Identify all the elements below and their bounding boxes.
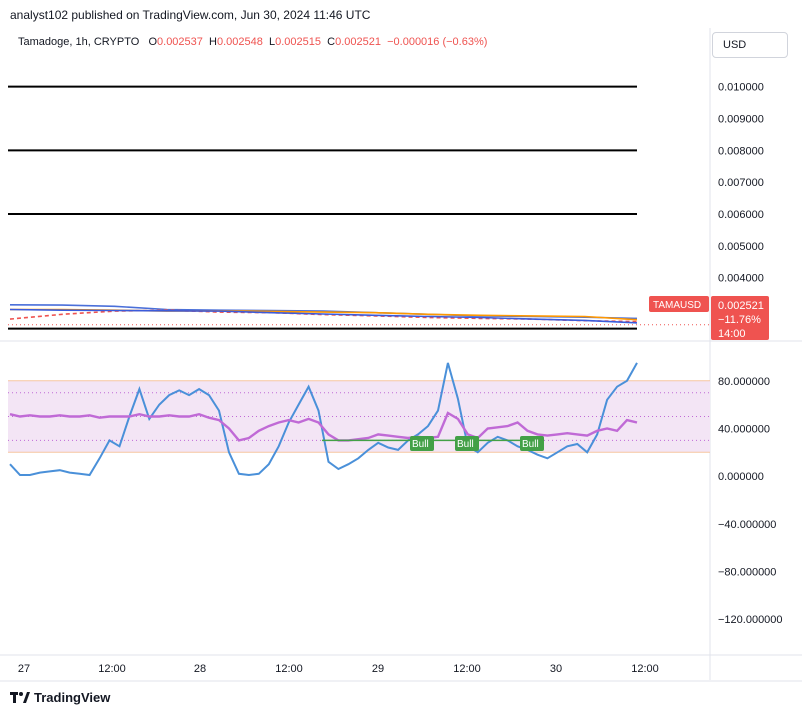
high-label: H	[209, 36, 217, 48]
time-tick-label: 27	[18, 663, 30, 675]
bull-badge-label: Bull	[457, 439, 474, 450]
price-series-line	[9, 308, 638, 324]
symbol-name: Tamadoge, 1h, CRYPTO	[18, 36, 140, 48]
price-tick-label: 0.009000	[718, 113, 764, 125]
bull-badge-label: Bull	[522, 439, 539, 450]
close-value: 0.002521	[335, 36, 381, 48]
high-value: 0.002548	[216, 36, 263, 48]
oscillator-series-line	[9, 411, 638, 442]
price-tick-label: 0.007000	[718, 177, 764, 189]
low-label: L	[269, 36, 276, 48]
time-tick-label: 28	[194, 663, 206, 675]
open-label: O	[148, 36, 158, 48]
price-tick-label: 0.004000	[718, 273, 764, 285]
time-tick-label: 12:00	[275, 663, 303, 675]
price-tick-label: 0.008000	[718, 145, 764, 157]
oscillator-tick-label: 0.000000	[718, 471, 764, 483]
tradingview-footer: TradingView	[10, 690, 110, 705]
oscillator-tick-label: 40.000000	[718, 423, 770, 435]
oscillator-series-line	[9, 362, 638, 477]
publisher-line: analyst102 published on TradingView.com,…	[10, 8, 371, 22]
close-label: C	[327, 36, 336, 48]
tradingview-logo-icon	[10, 691, 30, 704]
time-tick-label: 29	[372, 663, 384, 675]
symbol-tag-bg	[649, 296, 709, 312]
change-value: −0.000016 (−0.63%)	[387, 36, 488, 48]
price-tag-bg	[711, 296, 769, 340]
oscillator-tick-label: 80.000000	[718, 376, 770, 388]
bull-badge-bg	[410, 436, 434, 451]
price-tick-label: 0.006000	[718, 209, 764, 221]
price-tag-value: 0.002521	[718, 300, 764, 312]
low-value: 0.002515	[275, 36, 322, 48]
oscillator-tick-label: −80.000000	[718, 567, 776, 579]
oscillator-tick-label: −120.000000	[718, 614, 783, 626]
time-tick-label: 30	[550, 663, 562, 675]
tradingview-brand: TradingView	[34, 690, 111, 705]
time-tick-label: 12:00	[453, 663, 481, 675]
time-tick-label: 12:00	[98, 663, 126, 675]
bull-badge-bg	[455, 436, 479, 451]
oscillator-tick-label: −40.000000	[718, 519, 776, 531]
time-tick-label: 12:00	[631, 663, 659, 675]
bull-badge-label: Bull	[412, 439, 429, 450]
bull-badge-bg	[520, 436, 544, 451]
symbol-legend: Tamadoge, 1h, CRYPTO O0.002537 H0.002548…	[18, 36, 487, 48]
price-tag-countdown: 14:00	[718, 328, 746, 340]
symbol-tag-text: TAMAUSD	[653, 300, 701, 311]
price-tag-change: −11.76%	[718, 314, 761, 326]
currency-button[interactable]: USD	[712, 32, 788, 58]
price-tick-label: 0.010000	[718, 82, 764, 94]
price-tick-label: 0.005000	[718, 241, 764, 253]
open-value: 0.002537	[157, 36, 203, 48]
